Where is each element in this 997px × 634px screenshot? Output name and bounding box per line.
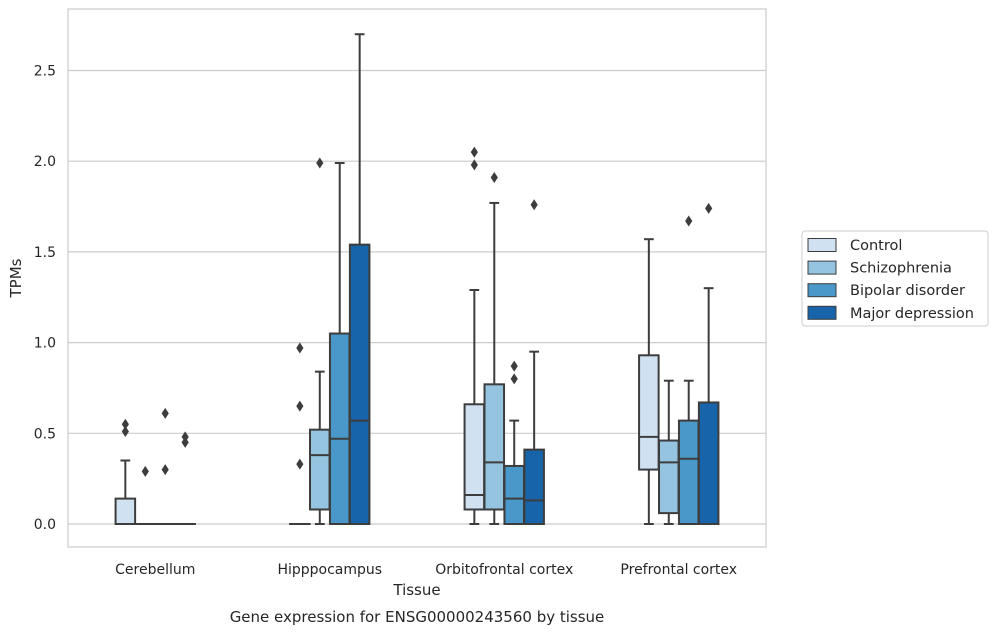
y-tick-label: 2.5 (34, 64, 56, 80)
box-bipolar-disorder-orbitofrontal-cortex (503, 360, 525, 525)
box-body (677, 419, 700, 525)
outlier-point (490, 172, 498, 184)
legend-label-major-depression: Major depression (850, 306, 974, 322)
box-body (483, 383, 506, 511)
box-control-prefrontal-cortex (638, 238, 660, 525)
series-major-depression (174, 33, 720, 526)
box-bipolar-disorder-cerebellum (154, 407, 176, 526)
outlier-point (470, 146, 478, 158)
box-control-hipppocampus (289, 342, 311, 526)
y-tick-label: 0.0 (34, 517, 56, 533)
legend-swatch-major-depression (807, 305, 837, 320)
outlier-point (685, 215, 693, 227)
box-body (503, 464, 525, 525)
outlier-point (121, 425, 129, 437)
y-tick-labels: 0.0 0.5 1.0 1.5 2.0 2.5 (34, 64, 56, 534)
box-major-depression-prefrontal-cortex (697, 202, 720, 526)
box-schizophrenia-cerebellum (134, 465, 157, 526)
legend-frame (801, 230, 989, 327)
box-bipolar-disorder-prefrontal-cortex (677, 215, 700, 525)
legend-label-control: Control (850, 238, 902, 254)
x-axis-label: Tissue (392, 581, 440, 599)
box-body (328, 332, 351, 525)
box-schizophrenia-prefrontal-cortex (658, 379, 680, 525)
outlier-point (161, 407, 169, 419)
box-body (523, 448, 545, 526)
y-axis-label: TPMs (7, 258, 25, 298)
x-tick-label: Prefrontal cortex (620, 562, 737, 578)
box-layer (114, 33, 720, 526)
box-schizophrenia-orbitofrontal-cortex (483, 172, 506, 525)
legend: Control Schizophrenia Bipolar disorder Majo… (801, 230, 989, 327)
box-control-orbitofrontal-cortex (463, 146, 486, 525)
outlier-point (510, 373, 518, 385)
legend-swatch-bipolar-disorder (807, 283, 837, 298)
box-body (348, 243, 371, 525)
box-body (638, 354, 660, 471)
y-tick-label: 1.0 (34, 336, 56, 352)
x-tick-label: Orbitofrontal cortex (435, 562, 573, 578)
outlier-point (181, 431, 189, 443)
legend-swatch-control (807, 238, 837, 252)
outlier-point (510, 360, 518, 372)
outlier-point (296, 458, 304, 470)
box-body (658, 439, 680, 515)
plot-frame (67, 8, 767, 548)
box-body (697, 401, 720, 526)
outlier-point (161, 464, 169, 476)
box-major-depression-orbitofrontal-cortex (523, 199, 545, 526)
box-bipolar-disorder-hipppocampus (328, 162, 351, 525)
outlier-point (316, 157, 324, 169)
x-tick-labels: Cerebellum Hipppocampus Orbitofrontal cort… (115, 562, 737, 578)
y-tick-label: 1.5 (34, 245, 56, 261)
box-major-depression-cerebellum (174, 431, 196, 526)
outlier-point (141, 465, 149, 477)
x-tick-label: Cerebellum (115, 562, 195, 578)
box-control-cerebellum (114, 418, 137, 526)
y-tick-label: 2.0 (34, 154, 56, 170)
outlier-point (470, 159, 478, 171)
box-major-depression-hipppocampus (348, 33, 371, 525)
series-schizophrenia (134, 157, 680, 526)
outlier-point (296, 400, 304, 412)
outlier-point (296, 342, 304, 354)
box-schizophrenia-hipppocampus (309, 157, 331, 525)
y-tick-label: 0.5 (34, 426, 56, 442)
box-body (309, 428, 331, 511)
chart-caption: Gene expression for ENSG00000243560 by t… (230, 608, 605, 626)
legend-label-schizophrenia: Schizophrenia (850, 261, 952, 277)
legend-swatch-schizophrenia (807, 260, 837, 275)
legend-label-bipolar-disorder: Bipolar disorder (850, 283, 965, 299)
box-body (114, 497, 137, 526)
outlier-point (705, 202, 713, 214)
series-control (114, 146, 660, 526)
series-bipolar-disorder (154, 162, 700, 526)
box-body (463, 403, 486, 511)
outlier-point (530, 199, 538, 211)
x-tick-label: Hipppocampus (277, 562, 382, 578)
outlier-point (121, 418, 129, 430)
